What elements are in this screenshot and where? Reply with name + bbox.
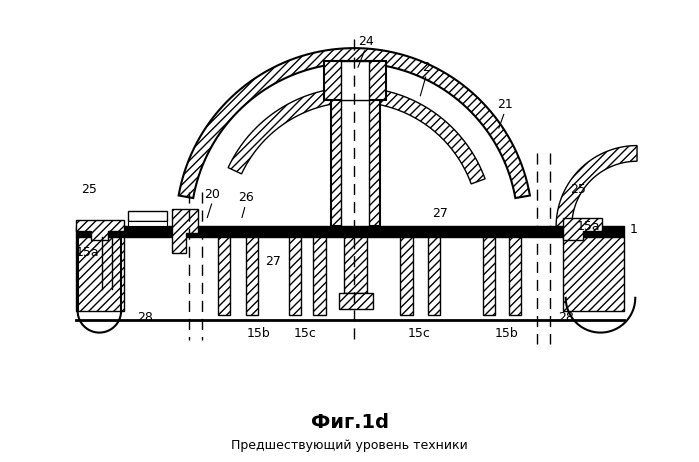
Text: 25: 25 — [570, 182, 586, 195]
Polygon shape — [509, 237, 521, 315]
Polygon shape — [428, 237, 440, 315]
Polygon shape — [483, 237, 495, 315]
Text: 15c: 15c — [294, 327, 316, 340]
Polygon shape — [228, 87, 485, 184]
Text: 27: 27 — [433, 207, 448, 220]
Polygon shape — [401, 237, 412, 315]
Polygon shape — [338, 293, 373, 309]
Polygon shape — [344, 237, 368, 293]
Text: 15a: 15a — [577, 220, 600, 233]
Text: Фиг.1d: Фиг.1d — [310, 413, 389, 432]
Text: 15b: 15b — [495, 327, 519, 340]
Text: 24: 24 — [358, 35, 373, 48]
Text: 26: 26 — [238, 191, 254, 204]
Polygon shape — [324, 61, 387, 100]
Text: Предшествующий уровень техники: Предшествующий уровень техники — [231, 439, 468, 452]
Polygon shape — [179, 48, 530, 198]
Polygon shape — [76, 219, 124, 239]
Polygon shape — [341, 61, 369, 100]
Polygon shape — [563, 237, 624, 311]
Text: 15b: 15b — [247, 327, 271, 340]
Polygon shape — [313, 237, 326, 315]
Text: 27: 27 — [266, 255, 281, 268]
Text: 28: 28 — [138, 311, 153, 324]
Polygon shape — [128, 211, 167, 221]
Text: 25: 25 — [81, 182, 97, 195]
Polygon shape — [289, 237, 301, 315]
Polygon shape — [171, 209, 198, 253]
Polygon shape — [76, 237, 124, 311]
Polygon shape — [556, 146, 637, 226]
Text: 2: 2 — [423, 61, 431, 74]
Text: 15c: 15c — [408, 327, 431, 340]
Polygon shape — [341, 61, 369, 226]
Polygon shape — [245, 237, 258, 315]
Text: 15a: 15a — [75, 246, 99, 259]
Polygon shape — [331, 61, 380, 226]
Text: 20: 20 — [205, 188, 220, 201]
Polygon shape — [76, 226, 624, 237]
Text: 21: 21 — [497, 98, 512, 111]
Polygon shape — [128, 221, 167, 226]
Polygon shape — [217, 237, 230, 315]
Text: 28: 28 — [558, 311, 574, 324]
Polygon shape — [563, 218, 603, 239]
Text: 1: 1 — [630, 223, 638, 236]
